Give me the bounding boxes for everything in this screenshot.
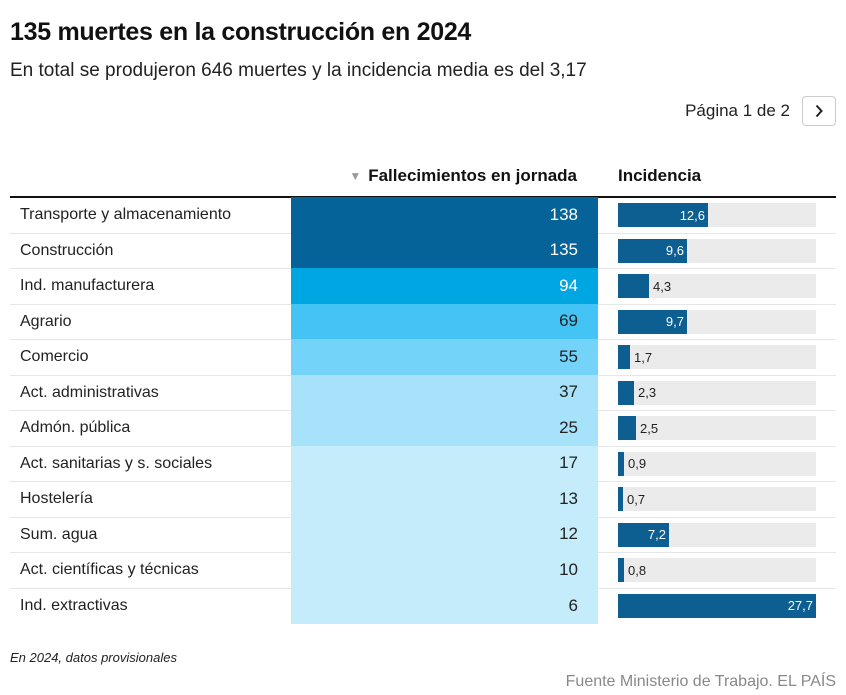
incidence-bar: [618, 345, 630, 369]
incidence-track: 9,6: [618, 238, 816, 263]
incidence-track: 27,7: [618, 593, 816, 618]
deaths-column-label: Fallecimientos en jornada: [368, 166, 577, 185]
incidence-bar: [618, 593, 816, 618]
incidence-value: 1,7: [634, 349, 653, 365]
incidence-bar: [618, 522, 669, 547]
table-row: Transporte y almacenamiento 138 12,6: [10, 197, 836, 234]
incidence-value: 0,7: [627, 491, 646, 507]
table-header: ▼ Fallecimientos en jornada Incidencia: [10, 156, 836, 198]
incidence-value: 27,7: [787, 598, 813, 613]
table-row: Act. científicas y técnicas 10 0,8: [10, 552, 836, 589]
incidence-column-header: Incidencia: [618, 156, 701, 196]
page-indicator: Página 1 de 2: [685, 101, 790, 120]
incidence-value: 4,3: [653, 278, 672, 294]
sector-label: Act. sanitarias y s. sociales: [20, 454, 213, 472]
incidence-value: 2,5: [640, 420, 659, 436]
chevron-right-icon: [815, 104, 823, 118]
sector-label: Ind. extractivas: [20, 597, 128, 615]
incidence-track: 4,3: [618, 274, 816, 298]
incidence-track: 2,3: [618, 380, 816, 405]
data-table: ▼ Fallecimientos en jornada Incidencia T…: [10, 156, 836, 624]
deaths-cell: 10: [291, 552, 598, 588]
table-row: Hostelería 13 0,7: [10, 481, 836, 518]
incidence-track: 1,7: [618, 345, 816, 369]
table-row: Admón. pública 25 2,5: [10, 410, 836, 447]
deaths-column-header[interactable]: ▼ Fallecimientos en jornada: [290, 156, 598, 196]
deaths-cell: 13: [291, 481, 598, 517]
sector-label: Admón. pública: [20, 419, 131, 437]
sort-desc-icon: ▼: [349, 169, 362, 183]
deaths-cell: 25: [291, 410, 598, 446]
table-row: Comercio 55 1,7: [10, 339, 836, 376]
incidence-track: 12,6: [618, 203, 816, 227]
table-row: Act. sanitarias y s. sociales 17 0,9: [10, 445, 836, 482]
chart-subtitle: En total se produjeron 646 muertes y la …: [10, 60, 587, 81]
incidence-value: 12,6: [679, 207, 705, 223]
incidence-track: 0,9: [618, 451, 816, 476]
table-row: Ind. extractivas 6 27,7: [10, 587, 836, 624]
table-row: Construcción 135 9,6: [10, 232, 836, 269]
sector-label: Ind. manufacturera: [20, 277, 155, 295]
table-row: Agrario 69 9,7: [10, 303, 836, 340]
incidence-value: 9,6: [665, 243, 684, 258]
table-row: Ind. manufacturera 94 4,3: [10, 268, 836, 305]
incidence-track: 9,7: [618, 309, 816, 334]
table-body: Transporte y almacenamiento 138 12,6 Constr…: [10, 197, 836, 624]
sector-label: Sum. agua: [20, 525, 98, 543]
incidence-track: 2,5: [618, 416, 816, 440]
incidence-bar: [618, 487, 623, 511]
incidence-bar: [618, 309, 687, 334]
sector-label: Act. administrativas: [20, 383, 159, 401]
deaths-cell: 37: [291, 374, 598, 410]
deaths-cell: 138: [291, 197, 598, 233]
sector-label: Hostelería: [20, 490, 93, 508]
sector-label: Construcción: [20, 241, 114, 259]
incidence-bar: [618, 203, 708, 227]
incidence-bar: [618, 416, 636, 440]
sector-label: Act. científicas y técnicas: [20, 561, 199, 579]
deaths-cell: 55: [291, 339, 598, 375]
footnote: En 2024, datos provisionales: [10, 650, 177, 665]
deaths-cell: 135: [291, 232, 598, 268]
incidence-value: 2,3: [638, 385, 657, 400]
incidence-value: 9,7: [665, 314, 684, 329]
sector-label: Transporte y almacenamiento: [20, 206, 232, 224]
incidence-column-label: Incidencia: [618, 166, 702, 185]
table-row: Act. administrativas 37 2,3: [10, 374, 836, 411]
deaths-cell: 69: [291, 303, 598, 339]
sector-label: Agrario: [20, 312, 72, 330]
incidence-bar: [618, 238, 687, 263]
incidence-track: 0,7: [618, 487, 816, 511]
incidence-track: 7,2: [618, 522, 816, 547]
sector-label: Comercio: [20, 348, 89, 366]
pagination: Página 1 de 2: [685, 96, 836, 126]
incidence-bar: [618, 380, 634, 405]
incidence-value: 0,8: [628, 562, 647, 578]
source-credit: Fuente Ministerio de Trabajo. EL PAÍS: [565, 673, 836, 690]
next-page-button[interactable]: [802, 96, 836, 126]
deaths-cell: 6: [291, 587, 598, 624]
incidence-value: 7,2: [647, 527, 666, 542]
incidence-bar: [618, 274, 649, 298]
incidence-track: 0,8: [618, 558, 816, 582]
chart-title: 135 muertes en la construcción en 2024: [10, 18, 472, 46]
table-row: Sum. agua 12 7,2: [10, 516, 836, 553]
deaths-cell: 17: [291, 445, 598, 481]
incidence-bar: [618, 558, 624, 582]
deaths-cell: 12: [291, 516, 598, 552]
incidence-value: 0,9: [628, 456, 647, 471]
incidence-bar: [618, 451, 624, 476]
deaths-cell: 94: [291, 268, 598, 304]
